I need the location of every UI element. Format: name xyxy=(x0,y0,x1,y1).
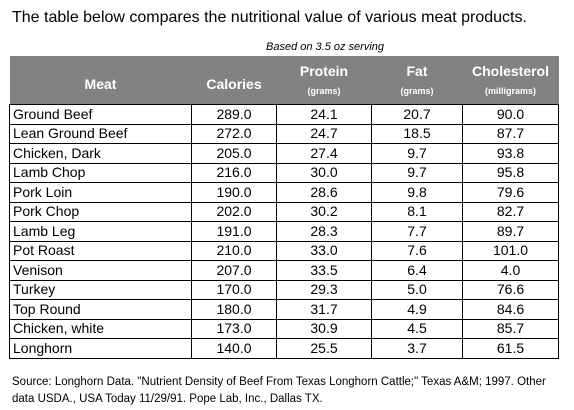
table-row: Pork Chop 202.0 30.2 8.1 82.7 xyxy=(9,201,559,222)
header-fat-label: Fat xyxy=(406,63,428,79)
fat-cell: 9.8 xyxy=(371,182,463,203)
protein-cell: 33.0 xyxy=(276,240,372,261)
fat-cell: 7.6 xyxy=(371,240,463,261)
fat-cell: 3.7 xyxy=(371,338,463,359)
cholesterol-cell: 95.8 xyxy=(462,162,559,183)
table-row: Lamb Leg 191.0 28.3 7.7 89.7 xyxy=(9,221,559,242)
calories-cell: 191.0 xyxy=(191,221,277,242)
meat-cell: Lean Ground Beef xyxy=(9,123,192,144)
cholesterol-cell: 89.7 xyxy=(462,221,559,242)
calories-cell: 140.0 xyxy=(191,338,277,359)
fat-cell: 9.7 xyxy=(371,143,463,164)
header-cholesterol: Cholesterol (milligrams) xyxy=(462,56,559,105)
calories-cell: 289.0 xyxy=(191,104,277,125)
header-meat-label: Meat xyxy=(84,76,117,92)
protein-cell: 27.4 xyxy=(276,143,372,164)
cholesterol-cell: 4.0 xyxy=(462,260,559,281)
protein-cell: 24.1 xyxy=(276,104,372,125)
calories-cell: 180.0 xyxy=(191,299,277,320)
header-calories-label: Calories xyxy=(206,76,262,92)
table-row: Lamb Chop 216.0 30.0 9.7 95.8 xyxy=(9,162,559,183)
meat-cell: Lamb Leg xyxy=(9,221,192,242)
cholesterol-cell: 85.7 xyxy=(462,318,559,339)
table-header: Meat Calories Protein (grams) Fat (grams… xyxy=(9,56,559,105)
cholesterol-cell: 61.5 xyxy=(462,338,559,359)
table-row: Venison 207.0 33.5 6.4 4.0 xyxy=(9,260,559,281)
cholesterol-cell: 76.6 xyxy=(462,279,559,300)
cholesterol-cell: 90.0 xyxy=(462,104,559,125)
protein-cell: 31.7 xyxy=(276,299,372,320)
cholesterol-cell: 87.7 xyxy=(462,123,559,144)
calories-cell: 210.0 xyxy=(191,240,277,261)
header-meat: Meat xyxy=(9,56,192,105)
meat-cell: Longhorn xyxy=(9,338,192,359)
protein-cell: 30.0 xyxy=(276,162,372,183)
calories-cell: 202.0 xyxy=(191,201,277,222)
meat-cell: Pork Chop xyxy=(9,201,192,222)
header-protein: Protein (grams) xyxy=(276,56,372,105)
protein-cell: 33.5 xyxy=(276,260,372,281)
fat-cell: 20.7 xyxy=(371,104,463,125)
table-row: Pork Loin 190.0 28.6 9.8 79.6 xyxy=(9,182,559,203)
header-protein-label: Protein xyxy=(299,63,349,79)
nutrition-table: Meat Calories Protein (grams) Fat (grams… xyxy=(9,56,559,359)
cholesterol-cell: 82.7 xyxy=(462,201,559,222)
table-body: Ground Beef 289.0 24.1 20.7 90.0 Lean Gr… xyxy=(9,104,559,359)
meat-cell: Pot Roast xyxy=(9,240,192,261)
fat-cell: 6.4 xyxy=(371,260,463,281)
calories-cell: 190.0 xyxy=(191,182,277,203)
calories-cell: 216.0 xyxy=(191,162,277,183)
header-fat: Fat (grams) xyxy=(371,56,463,105)
fat-cell: 9.7 xyxy=(371,162,463,183)
fat-cell: 8.1 xyxy=(371,201,463,222)
protein-cell: 25.5 xyxy=(276,338,372,359)
fat-cell: 4.9 xyxy=(371,299,463,320)
protein-cell: 30.2 xyxy=(276,201,372,222)
source-citation: Source: Longhorn Data. "Nutrient Density… xyxy=(12,376,546,405)
meat-cell: Lamb Chop xyxy=(9,162,192,183)
meat-cell: Turkey xyxy=(9,279,192,300)
table-row: Chicken, Dark 205.0 27.4 9.7 93.8 xyxy=(9,143,559,164)
calories-cell: 205.0 xyxy=(191,143,277,164)
header-protein-unit: (grams) xyxy=(307,86,341,96)
protein-cell: 30.9 xyxy=(276,318,372,339)
serving-note: Based on 3.5 oz serving xyxy=(266,41,385,53)
intro-text: The table below compares the nutritional… xyxy=(12,9,527,26)
table-row: Pot Roast 210.0 33.0 7.6 101.0 xyxy=(9,240,559,261)
calories-cell: 173.0 xyxy=(191,318,277,339)
meat-cell: Ground Beef xyxy=(9,104,192,125)
table-row: Longhorn 140.0 25.5 3.7 61.5 xyxy=(9,338,559,359)
table-row: Chicken, white 173.0 30.9 4.5 85.7 xyxy=(9,318,559,339)
protein-cell: 29.3 xyxy=(276,279,372,300)
meat-cell: Top Round xyxy=(9,299,192,320)
header-cholesterol-label: Cholesterol xyxy=(471,63,549,79)
meat-cell: Chicken, Dark xyxy=(9,143,192,164)
fat-cell: 7.7 xyxy=(371,221,463,242)
cholesterol-cell: 101.0 xyxy=(462,240,559,261)
fat-cell: 4.5 xyxy=(371,318,463,339)
meat-cell: Chicken, white xyxy=(9,318,192,339)
calories-cell: 207.0 xyxy=(191,260,277,281)
header-row: Meat Calories Protein (grams) Fat (grams… xyxy=(9,56,559,105)
calories-cell: 272.0 xyxy=(191,123,277,144)
cholesterol-cell: 79.6 xyxy=(462,182,559,203)
cholesterol-cell: 93.8 xyxy=(462,143,559,164)
cholesterol-cell: 84.6 xyxy=(462,299,559,320)
protein-cell: 24.7 xyxy=(276,123,372,144)
header-cholesterol-unit: (milligrams) xyxy=(484,86,536,96)
protein-cell: 28.6 xyxy=(276,182,372,203)
protein-cell: 28.3 xyxy=(276,221,372,242)
meat-cell: Pork Loin xyxy=(9,182,192,203)
table-row: Turkey 170.0 29.3 5.0 76.6 xyxy=(9,279,559,300)
table-row: Top Round 180.0 31.7 4.9 84.6 xyxy=(9,299,559,320)
header-calories: Calories xyxy=(191,56,277,105)
table-row: Lean Ground Beef 272.0 24.7 18.5 87.7 xyxy=(9,123,559,144)
fat-cell: 5.0 xyxy=(371,279,463,300)
fat-cell: 18.5 xyxy=(371,123,463,144)
meat-cell: Venison xyxy=(9,260,192,281)
header-fat-unit: (grams) xyxy=(400,86,434,96)
calories-cell: 170.0 xyxy=(191,279,277,300)
table-row: Ground Beef 289.0 24.1 20.7 90.0 xyxy=(9,104,559,125)
